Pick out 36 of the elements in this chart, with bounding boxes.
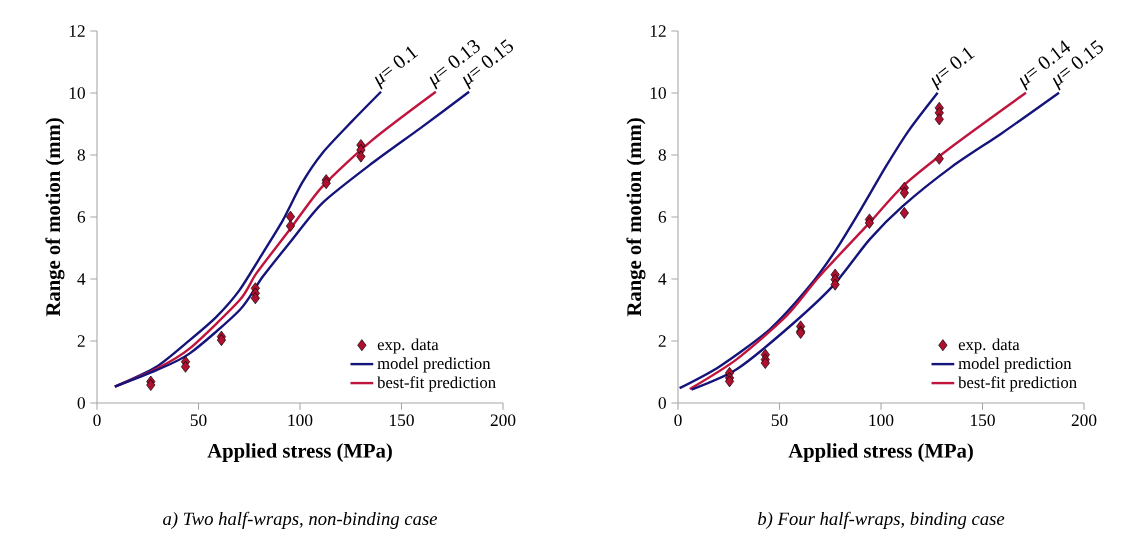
y-tick-label: 6 bbox=[77, 211, 86, 223]
y-tick-label: 2 bbox=[77, 335, 85, 347]
x-axis-title: Applied stress (MPa) bbox=[788, 443, 973, 462]
x-tick-label: 0 bbox=[674, 414, 682, 427]
x-tick-label: 200 bbox=[490, 414, 516, 427]
x-axis-title: Applied stress (MPa) bbox=[207, 443, 392, 462]
legend-label: exp. data bbox=[377, 338, 439, 354]
text: b) Four half-wraps, binding case bbox=[758, 511, 1005, 529]
x-tick-label: 50 bbox=[190, 414, 207, 427]
y-tick-label: 0 bbox=[658, 397, 666, 409]
y-tick-label: 8 bbox=[658, 149, 666, 161]
y-axis-title: Range of motion (mm) bbox=[626, 118, 646, 317]
x-tick-label: 100 bbox=[869, 414, 894, 427]
legend-label: best-fit prediction bbox=[958, 376, 1077, 392]
y-tick-label: 10 bbox=[650, 87, 666, 99]
y-tick-label: 12 bbox=[650, 25, 666, 37]
text: a) Two half-wraps, non-binding case bbox=[163, 511, 438, 529]
y-tick-label: 2 bbox=[658, 335, 666, 347]
y-tick-label: 0 bbox=[77, 397, 85, 409]
y-axis-title: Range of motion (mm) bbox=[45, 118, 65, 317]
x-tick-label: 50 bbox=[771, 414, 788, 427]
x-tick-label: 150 bbox=[390, 414, 414, 427]
x-tick-label: 150 bbox=[971, 414, 995, 427]
x-tick-label: 100 bbox=[288, 414, 313, 427]
x-tick-label: 0 bbox=[93, 414, 101, 427]
y-tick-label: 4 bbox=[77, 273, 86, 285]
y-tick-label: 4 bbox=[658, 273, 667, 285]
legend-label: best-fit prediction bbox=[377, 376, 496, 392]
legend-label: model prediction bbox=[377, 357, 491, 373]
legend-label: exp. data bbox=[958, 338, 1020, 354]
y-tick-label: 8 bbox=[77, 149, 85, 161]
legend-label: model prediction bbox=[958, 357, 1072, 373]
y-tick-label: 10 bbox=[69, 87, 85, 99]
x-tick-label: 200 bbox=[1071, 414, 1097, 427]
y-tick-label: 12 bbox=[69, 25, 85, 37]
y-tick-label: 6 bbox=[658, 211, 667, 223]
